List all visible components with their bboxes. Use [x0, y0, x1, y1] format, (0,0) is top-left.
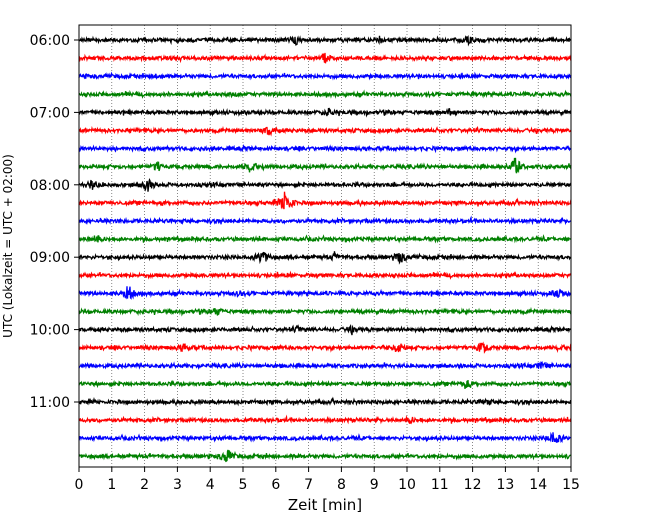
x-tick-label: 0 [75, 477, 84, 493]
y-ticks: 06:00 07:00 08:00 09:00 10:00 11:00 [30, 33, 79, 411]
trace-row-1145 [78, 449, 572, 463]
y-tick-label: 10:00 [30, 323, 70, 339]
x-tick-label: 10 [398, 477, 416, 493]
y-tick-label: 09:00 [30, 250, 70, 266]
trace-row-0645 [78, 89, 572, 99]
trace-row-0600 [78, 35, 572, 47]
trace-row-1130 [78, 431, 572, 444]
x-tick-label: 15 [562, 477, 580, 493]
trace-row-1045 [78, 379, 572, 389]
trace-row-0945 [78, 306, 572, 317]
trace-row-0700 [78, 107, 572, 118]
trace-row-0800 [78, 177, 572, 192]
trace-row-0730 [78, 144, 572, 154]
x-axis-label: Zeit [min] [288, 496, 362, 514]
y-axis-label: UTC (Lokalzeit = UTC + 02:00) [1, 154, 15, 338]
plot-frame [78, 24, 572, 468]
trace-row-0745 [78, 157, 572, 174]
x-tick-label: 11 [431, 477, 449, 493]
trace-row-0830 [78, 215, 572, 226]
x-tick-label: 2 [140, 477, 149, 493]
x-tick-label: 9 [370, 477, 379, 493]
x-tick-label: 5 [239, 477, 248, 493]
x-tick-label: 12 [464, 477, 482, 493]
trace-row-1115 [78, 414, 572, 425]
x-tick-label: 13 [496, 477, 514, 493]
trace-row-0615 [78, 52, 572, 64]
x-tick-label: 14 [529, 477, 547, 493]
trace-row-1000 [78, 323, 572, 336]
trace-row-1100 [78, 396, 572, 407]
trace-row-0900 [78, 251, 572, 265]
trace-row-0630 [78, 71, 572, 81]
x-tick-label: 1 [107, 477, 116, 493]
x-tick-label: 8 [337, 477, 346, 493]
trace-row-1030 [78, 360, 572, 371]
y-tick-label: 06:00 [30, 33, 70, 49]
y-tick-label: 07:00 [30, 105, 70, 121]
trace-row-0715 [78, 125, 572, 137]
trace-row-0915 [78, 270, 572, 280]
traces-layer [78, 35, 572, 463]
x-ticks: 0 1 2 3 4 5 6 7 8 9 10 11 12 13 14 15 [75, 467, 580, 493]
x-tick-label: 7 [304, 477, 313, 493]
y-tick-label: 11:00 [30, 395, 70, 411]
x-tick-label: 3 [173, 477, 182, 493]
trace-row-0845 [78, 234, 572, 244]
trace-row-1015 [78, 341, 572, 354]
trace-row-0930 [78, 286, 572, 300]
y-tick-label: 08:00 [30, 178, 70, 194]
x-tick-label: 4 [206, 477, 215, 493]
x-tick-label: 6 [271, 477, 280, 493]
trace-row-0815 [78, 191, 572, 210]
